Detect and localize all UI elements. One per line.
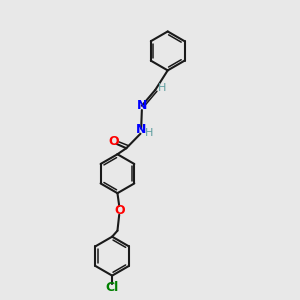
Text: N: N bbox=[137, 99, 147, 112]
Text: H: H bbox=[145, 128, 153, 138]
Text: H: H bbox=[158, 83, 166, 93]
Text: O: O bbox=[109, 135, 119, 148]
Text: N: N bbox=[136, 123, 146, 136]
Text: Cl: Cl bbox=[106, 281, 119, 295]
Text: O: O bbox=[114, 204, 124, 217]
